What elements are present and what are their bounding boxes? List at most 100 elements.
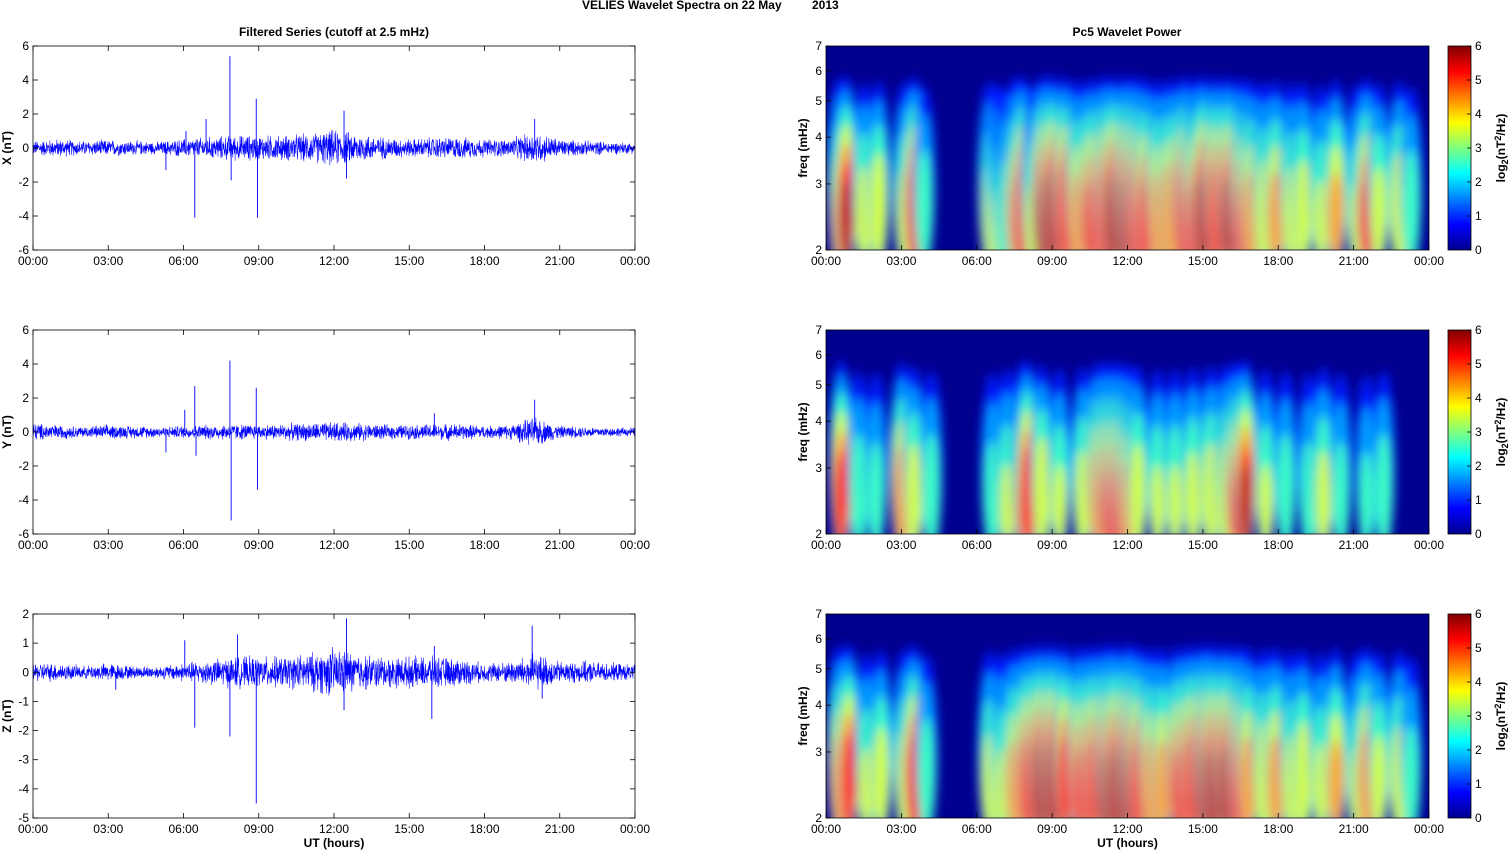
y-wavelet-power-blob <box>1316 450 1331 534</box>
z-series-ytick-label: -5 <box>18 811 29 825</box>
y-series-xtick-label: 15:00 <box>394 538 424 552</box>
y-wavelet-power-blob <box>850 433 867 534</box>
x-series-ytick-label: -6 <box>18 243 29 257</box>
x-wavelet-colorbar-label-part: 2 <box>1493 136 1503 141</box>
z-wavelet-power-blob <box>873 726 889 818</box>
figure-title-year: 2013 <box>812 0 839 12</box>
y-wavelet-power-blob <box>906 442 922 534</box>
x-series-ytick-label: 0 <box>22 141 29 155</box>
y-wavelet-power-blob <box>1333 441 1349 534</box>
figure-title: VELIES Wavelet Spectra on 22 May <box>582 0 782 12</box>
z-wavelet-colorbar-tick-label: 3 <box>1475 709 1482 723</box>
y-wavelet-ylabel: freq (mHz) <box>796 402 810 461</box>
y-wavelet-power-blob <box>984 441 1000 534</box>
y-series-ytick-label: 2 <box>22 391 29 405</box>
z-wavelet-ytick-label: 3 <box>815 745 822 759</box>
z-wavelet-power-blob <box>1314 742 1328 818</box>
y-wavelet-xtick-label: 18:00 <box>1263 538 1293 552</box>
z-series-ylabel: Z (nT) <box>0 699 14 732</box>
x-wavelet-xtick-label: 06:00 <box>962 254 992 268</box>
x-series-trace <box>32 130 636 166</box>
z-series-xtick-label: 00:00 <box>18 822 48 836</box>
z-wavelet-colorbar-label-part: 2 <box>1500 727 1510 732</box>
z-series-ytick-label: 2 <box>22 607 29 621</box>
y-series-xtick-label: 00:00 <box>620 538 650 552</box>
x-wavelet-xtick-label: 00:00 <box>811 254 841 268</box>
y-wavelet-ytick-label: 5 <box>815 378 822 392</box>
z-series-xlabel: UT (hours) <box>304 836 365 850</box>
y-wavelet-power-blob <box>1130 442 1145 534</box>
z-wavelet-xlabel: UT (hours) <box>1097 836 1158 850</box>
z-wavelet-xtick-label: 15:00 <box>1188 822 1218 836</box>
y-wavelet-colorbar-tick-label: 1 <box>1475 493 1482 507</box>
z-series-xtick-label: 06:00 <box>168 822 198 836</box>
left-column-title: Filtered Series (cutoff at 2.5 mHz) <box>239 25 429 39</box>
x-wavelet-colorbar-label-part: 2 <box>1500 159 1510 164</box>
x-wavelet-xtick-label: 09:00 <box>1037 254 1067 268</box>
y-wavelet-colorbar-label-part: /Hz) <box>1494 398 1508 420</box>
x-wavelet-ytick-label: 4 <box>815 130 822 144</box>
x-wavelet-xtick-label: 00:00 <box>1414 254 1444 268</box>
z-wavelet-power-blob <box>1403 725 1419 818</box>
x-wavelet-ytick-label: 7 <box>815 39 822 53</box>
z-series-ytick-label: 1 <box>22 636 29 650</box>
y-wavelet-xtick-label: 15:00 <box>1188 538 1218 552</box>
y-series-ytick-label: -4 <box>18 493 29 507</box>
y-wavelet-power-blob <box>1000 463 1014 534</box>
y-series-xtick-label: 09:00 <box>244 538 274 552</box>
y-series-ytick-label: 4 <box>22 357 29 371</box>
z-wavelet-ytick-label: 7 <box>815 607 822 621</box>
z-wavelet-colorbar-label: log2(nT2/Hz) <box>1493 682 1509 751</box>
z-series-xtick-label: 03:00 <box>93 822 123 836</box>
x-series-xtick-label: 00:00 <box>620 254 650 268</box>
z-wavelet-ytick-label: 2 <box>815 811 822 825</box>
y-wavelet-xtick-label: 09:00 <box>1037 538 1067 552</box>
x-wavelet-ytick-label: 6 <box>815 64 822 78</box>
z-wavelet-colorbar-tick-label: 4 <box>1475 675 1482 689</box>
x-wavelet-colorbar-tick-label: 4 <box>1475 107 1482 121</box>
z-wavelet-ytick-label: 5 <box>815 662 822 676</box>
z-series-xtick-label: 09:00 <box>244 822 274 836</box>
x-series-xtick-label: 03:00 <box>93 254 123 268</box>
x-series-ytick-label: -2 <box>18 175 29 189</box>
y-wavelet-power-blob <box>1359 451 1374 534</box>
y-wavelet-power-blob <box>834 450 849 534</box>
x-wavelet-power-blob <box>1314 179 1328 250</box>
y-wavelet-power-blob <box>1238 463 1253 534</box>
y-wavelet-power-blob <box>1277 433 1294 534</box>
y-wavelet-colorbar-label-part: log <box>1494 448 1508 466</box>
y-wavelet-power-blob <box>1185 450 1200 534</box>
y-wavelet-power-blob <box>1375 433 1392 534</box>
y-wavelet-power-blob <box>1053 463 1067 534</box>
z-series-ytick-label: -1 <box>18 694 29 708</box>
y-wavelet-xtick-label: 03:00 <box>886 538 916 552</box>
y-wavelet-panel: 2 3 4 5 6 7 00:00 03:00 06:00 09:00 12:00 15:00 18:0… <box>796 323 1510 552</box>
x-series-panel: -6 -4 -2 0 2 4 6 00:00 03:00 06:00 09:00 12:00 15:00… <box>0 39 650 268</box>
z-wavelet-xtick-label: 00:00 <box>811 822 841 836</box>
z-series-ytick-label: -2 <box>18 724 29 738</box>
x-wavelet-colorbar-label-part: log <box>1494 164 1508 182</box>
x-wavelet-colorbar-tick-label: 1 <box>1475 209 1482 223</box>
z-wavelet-power-blob <box>1295 720 1312 818</box>
y-wavelet-colorbar-label-part: (nT <box>1494 424 1508 443</box>
y-series-ytick-label: 6 <box>22 323 29 337</box>
x-series-ytick-label: 4 <box>22 73 29 87</box>
y-series-panel: -6 -4 -2 0 2 4 6 00:00 03:00 06:00 09:00 12:00 15:00… <box>0 323 650 552</box>
z-series-trace <box>32 647 636 696</box>
z-series-xtick-label: 18:00 <box>469 822 499 836</box>
x-series-xtick-label: 00:00 <box>18 254 48 268</box>
z-wavelet-colorbar-tick-label: 0 <box>1475 811 1482 825</box>
x-wavelet-power-blob <box>871 152 887 250</box>
z-wavelet-xtick-label: 12:00 <box>1112 822 1142 836</box>
y-wavelet-power-layer <box>829 359 1395 534</box>
z-wavelet-xtick-label: 06:00 <box>962 822 992 836</box>
z-wavelet-ylabel: freq (mHz) <box>796 686 810 745</box>
y-series-xtick-label: 03:00 <box>93 538 123 552</box>
x-wavelet-power-blob <box>1403 149 1420 250</box>
x-wavelet-colorbar-label-part: (nT <box>1494 140 1508 159</box>
z-wavelet-colorbar-label-part: log <box>1494 732 1508 750</box>
z-wavelet-colorbar-label-part: /Hz) <box>1494 682 1508 704</box>
x-wavelet-ytick-label: 5 <box>815 94 822 108</box>
y-wavelet-colorbar-tick-label: 0 <box>1475 527 1482 541</box>
